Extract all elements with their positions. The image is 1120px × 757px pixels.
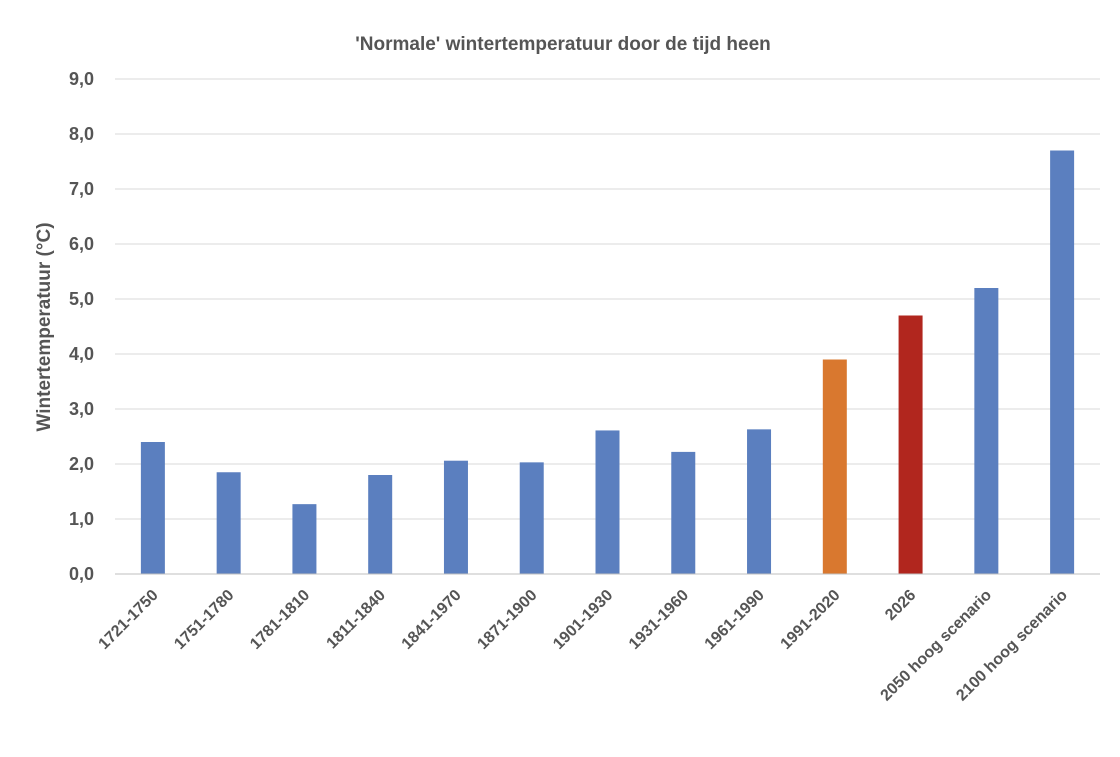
y-tick-label: 0,0 [69, 564, 94, 584]
bar-2026 [898, 315, 923, 574]
x-tick-label: 1901-1930 [550, 587, 616, 653]
bar-1871-1900 [519, 462, 544, 574]
x-tick-label: 1781-1810 [247, 587, 313, 653]
bar-1721-1750 [140, 442, 165, 574]
bar-1961-1990 [747, 429, 772, 574]
bars [140, 150, 1075, 574]
x-tick-label: 1871-1900 [474, 587, 540, 653]
y-tick-label: 3,0 [69, 399, 94, 419]
y-tick-label: 2,0 [69, 454, 94, 474]
bar-1931-1960 [671, 451, 696, 574]
bar-1751-1780 [216, 472, 241, 574]
bar-2050-hoog-scenario [974, 288, 999, 574]
y-tick-label: 6,0 [69, 234, 94, 254]
x-tick-label: 1961-1990 [702, 587, 768, 653]
y-tick-label: 8,0 [69, 124, 94, 144]
y-tick-label: 1,0 [69, 509, 94, 529]
chart-title: 'Normale' wintertemperatuur door de tijd… [355, 34, 771, 55]
y-tick-label: 4,0 [69, 344, 94, 364]
y-axis-label: Wintertemperatuur (°C) [34, 222, 55, 431]
bar-1991-2020 [822, 359, 847, 574]
bar-2100-hoog-scenario [1050, 150, 1075, 574]
y-tick-label: 7,0 [69, 179, 94, 199]
bar-1901-1930 [595, 430, 620, 574]
y-tick-label: 9,0 [69, 69, 94, 89]
x-tick-label: 1841-1970 [399, 587, 465, 653]
x-tick-label: 1811-1840 [324, 587, 390, 653]
x-tick-label: 1751-1780 [171, 587, 237, 653]
x-tick-label: 1721-1750 [96, 587, 162, 653]
bar-1841-1970 [443, 460, 468, 574]
y-axis-ticks: 0,0 1,0 2,0 3,0 4,0 5,0 6,0 7,0 8,0 9,0 [69, 69, 94, 584]
x-tick-label: 2026 [882, 587, 919, 624]
bar-1811-1840 [368, 475, 393, 574]
x-tick-label: 1991-2020 [778, 587, 844, 653]
x-tick-label: 1931-1960 [626, 587, 692, 653]
y-tick-label: 5,0 [69, 289, 94, 309]
gridlines [115, 78, 1100, 520]
bar-1781-1810 [292, 504, 317, 574]
x-axis-ticks: 1721-1750 1751-1780 1781-1810 1811-1840 1841… [96, 587, 1072, 705]
